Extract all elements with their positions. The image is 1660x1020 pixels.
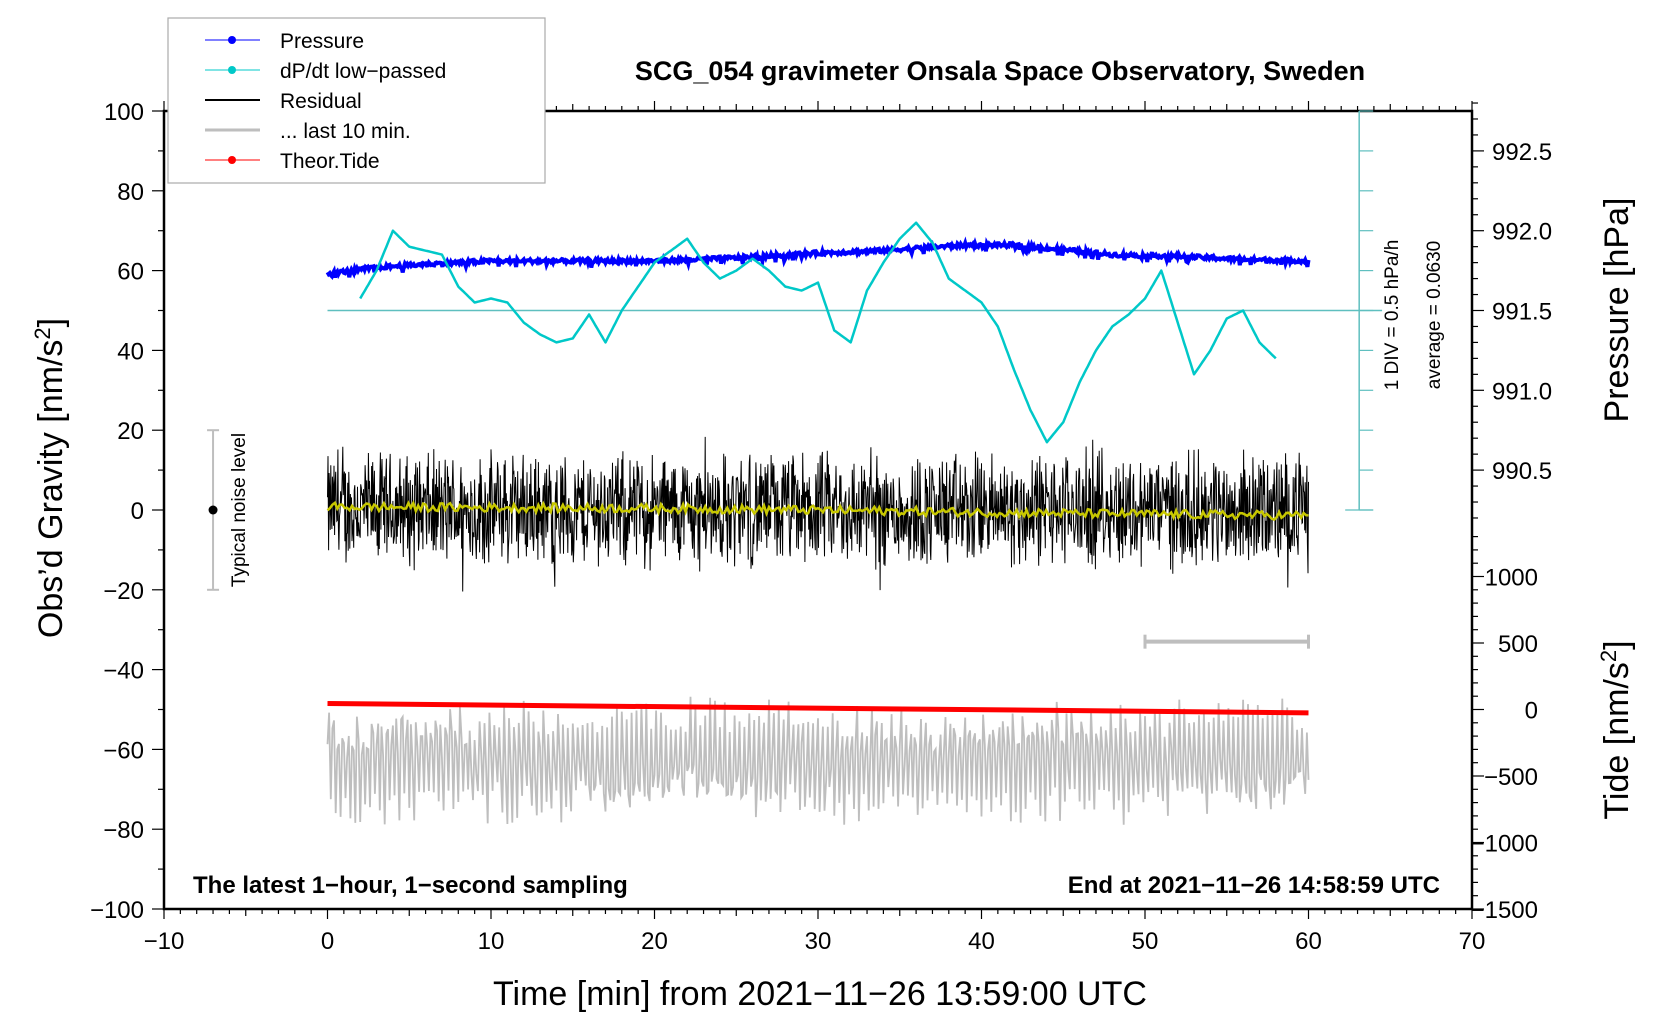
chart-title: SCG_054 gravimeter Onsala Space Observat… bbox=[635, 56, 1365, 86]
left-tick-label: −80 bbox=[103, 817, 144, 844]
pressure-tick-label: 992.0 bbox=[1492, 219, 1552, 246]
dpdt-series bbox=[359, 221, 1277, 444]
tide-tick-label: 500 bbox=[1498, 631, 1538, 658]
left-axis-ticks: 100 80 60 40 20 0 −20 −40 −60 −80 −100 bbox=[90, 99, 164, 924]
x-axis-ticks: −10 0 10 20 30 40 50 60 70 bbox=[144, 101, 1486, 955]
legend-entry-pressure: Pressure bbox=[205, 30, 364, 53]
pressure-tick-label: 991.0 bbox=[1492, 378, 1552, 405]
left-tick-label: −100 bbox=[90, 897, 144, 924]
legend-tide-marker bbox=[228, 156, 236, 164]
dpdt-average-label: average = 0.0630 bbox=[1424, 241, 1445, 389]
pressure-tick-label: 990.5 bbox=[1492, 458, 1552, 485]
left-tick-label: −60 bbox=[103, 737, 144, 764]
residual-line bbox=[327, 436, 1309, 592]
end-time-note: End at 2021−11−26 14:58:59 UTC bbox=[1068, 872, 1440, 899]
x-tick-label: −10 bbox=[144, 928, 185, 955]
legend-entry-residual: Residual bbox=[205, 90, 362, 113]
legend-last10-label: ... last 10 min. bbox=[280, 120, 411, 143]
last-10-min-time-bar bbox=[1143, 634, 1310, 649]
tide-tick-label: −500 bbox=[1484, 764, 1538, 791]
x-tick-label: 20 bbox=[641, 928, 668, 955]
legend-dpdt-marker bbox=[228, 66, 236, 74]
x-tick-label: 0 bbox=[321, 928, 334, 955]
legend-residual-label: Residual bbox=[280, 90, 362, 113]
dpdt-scale-label: 1 DIV = 0.5 hPa/h bbox=[1382, 240, 1403, 391]
theor-tide-series bbox=[327, 701, 1309, 716]
pressure-line bbox=[325, 236, 1311, 280]
legend-pressure-marker bbox=[228, 36, 236, 44]
legend: Pressure dP/dt low−passed Residual ... l… bbox=[167, 17, 546, 184]
tide-axis-title-sup: 2 bbox=[1596, 650, 1621, 662]
residual-smoothed-series bbox=[326, 499, 1309, 522]
left-tick-label: 40 bbox=[117, 338, 144, 365]
pressure-tick-label: 991.5 bbox=[1492, 299, 1552, 326]
dpdt-scale-axis bbox=[1345, 110, 1374, 511]
dpdt-line bbox=[359, 221, 1277, 444]
legend-dpdt-label: dP/dt low−passed bbox=[280, 60, 446, 83]
tide-tick-label: −1000 bbox=[1471, 831, 1538, 858]
left-tick-label: −40 bbox=[103, 658, 144, 685]
x-tick-label: 50 bbox=[1132, 928, 1159, 955]
legend-entry-dpdt: dP/dt low−passed bbox=[205, 60, 446, 83]
noise-bar-center-dot bbox=[208, 505, 218, 515]
residual-smoothed-line bbox=[326, 499, 1309, 522]
last-10-min-line bbox=[326, 696, 1310, 825]
pressure-tick-label: 992.5 bbox=[1492, 139, 1552, 166]
tide-axis-title-close: ] bbox=[1598, 640, 1636, 649]
left-axis-title-close: ] bbox=[32, 318, 70, 327]
x-tick-label: 60 bbox=[1295, 928, 1322, 955]
left-tick-label: 80 bbox=[117, 179, 144, 206]
tide-tick-label: −1500 bbox=[1471, 897, 1538, 924]
legend-entry-tide: Theor.Tide bbox=[205, 150, 380, 173]
right-axis-ticks: 992.5 992.0 991.5 991.0 990.5 1000 500 0 −500 −10… bbox=[1471, 102, 1552, 924]
left-tick-label: 0 bbox=[131, 498, 144, 525]
x-axis-title: Time [min] from 2021−11−26 13:59:00 UTC bbox=[493, 975, 1147, 1013]
legend-pressure-label: Pressure bbox=[280, 30, 364, 53]
left-tick-label: 100 bbox=[104, 99, 144, 126]
noise-level-label: Typical noise level bbox=[229, 433, 250, 587]
left-tick-label: 60 bbox=[117, 259, 144, 286]
sampling-note: The latest 1−hour, 1−second sampling bbox=[193, 872, 628, 899]
last-10-min-series bbox=[326, 696, 1310, 825]
x-tick-label: 40 bbox=[968, 928, 995, 955]
tide-axis-title: Tide [nm/s2] bbox=[1596, 640, 1637, 819]
residual-series bbox=[327, 436, 1309, 592]
tide-tick-label: 0 bbox=[1525, 698, 1538, 725]
tide-axis-title-base: Tide [nm/s bbox=[1598, 662, 1636, 819]
x-tick-label: 10 bbox=[478, 928, 505, 955]
noise-level-bar bbox=[207, 429, 220, 591]
left-axis-title-base: Obs’d Gravity [nm/s bbox=[32, 340, 70, 639]
pressure-axis-title: Pressure [hPa] bbox=[1598, 198, 1636, 423]
tide-line bbox=[327, 701, 1309, 716]
tide-tick-label: 1000 bbox=[1485, 565, 1538, 592]
left-tick-label: 20 bbox=[117, 418, 144, 445]
legend-entry-last10: ... last 10 min. bbox=[205, 120, 411, 143]
left-axis-title: Obs’d Gravity [nm/s2] bbox=[30, 318, 71, 638]
pressure-series bbox=[325, 236, 1311, 280]
left-tick-label: −20 bbox=[103, 578, 144, 605]
x-tick-label: 30 bbox=[805, 928, 832, 955]
legend-tide-label: Theor.Tide bbox=[280, 150, 380, 173]
left-axis-title-sup: 2 bbox=[30, 327, 55, 339]
x-tick-label: 70 bbox=[1459, 928, 1486, 955]
